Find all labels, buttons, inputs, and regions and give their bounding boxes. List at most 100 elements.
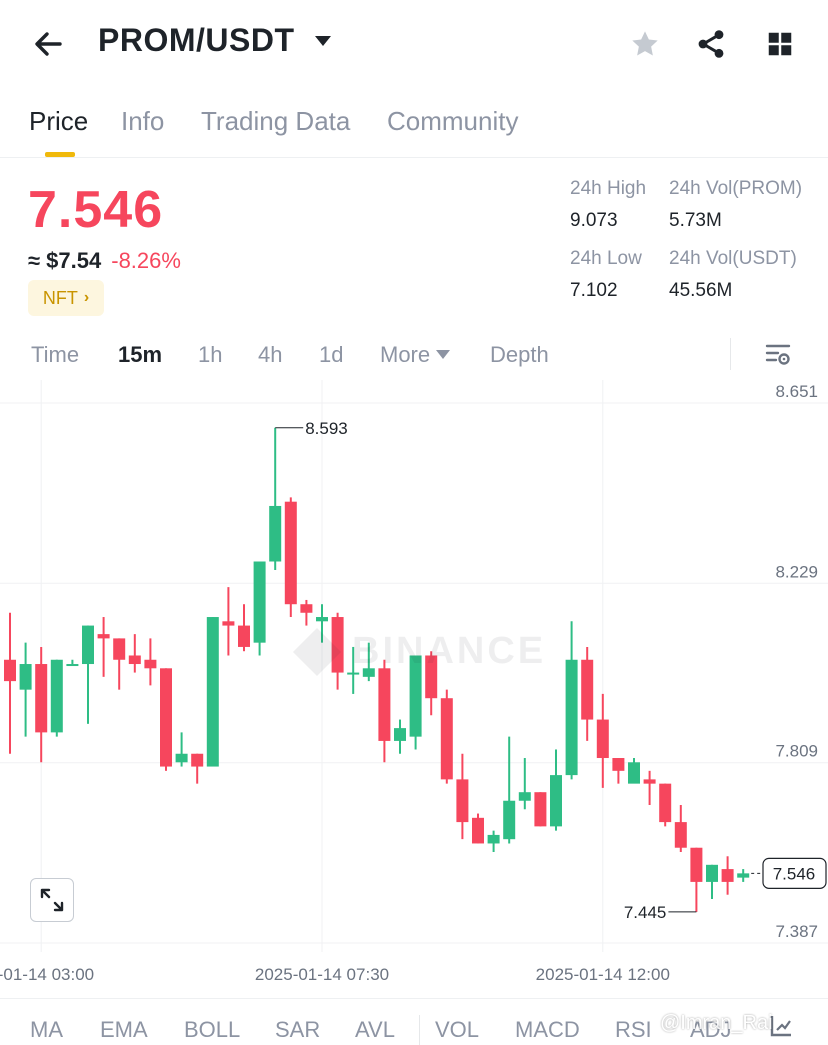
grid-icon [768, 32, 792, 56]
candle-body [565, 659, 578, 776]
candle-body [4, 659, 16, 682]
candle-body [284, 501, 297, 605]
candle-body [581, 659, 594, 720]
y-tick-label: 7.387 [775, 922, 818, 941]
candle-body [128, 655, 141, 665]
nft-badge[interactable]: NFT › [28, 280, 104, 316]
back-button[interactable] [28, 24, 68, 64]
pair-selector[interactable]: PROM/USDT [98, 22, 331, 59]
candle-body [659, 783, 672, 823]
interval-15m[interactable]: 15m [118, 342, 163, 367]
favorite-button[interactable] [625, 24, 665, 64]
vol-quote-value: 45.56M [669, 280, 733, 301]
indicator-rsi[interactable]: RSI [615, 1017, 652, 1042]
interval-4h[interactable]: 4h [258, 342, 283, 367]
vol-base-value: 5.73M [669, 210, 722, 231]
indicator-sar[interactable]: SAR [275, 1017, 321, 1042]
active-tab-indicator [45, 152, 75, 157]
kline-chart[interactable]: 8.651 8.229 7.809 7.387 5-01-14 03:00 2025-01… [0, 380, 828, 1000]
high-value: 9.073 [570, 210, 618, 231]
layout-button[interactable] [760, 24, 800, 64]
indicator-macd[interactable]: MACD [515, 1017, 580, 1042]
candle-body [316, 617, 328, 622]
candle-body [300, 604, 313, 613]
tab-bar: Price Info Trading Data Community [0, 96, 828, 158]
indicator-vol[interactable]: VOL [435, 1017, 480, 1042]
caret-down-icon [436, 350, 451, 359]
candle-body [113, 638, 126, 660]
candle-body [97, 634, 110, 639]
x-tick-label: 2025-01-14 07:30 [255, 965, 389, 984]
high-marker-label: 8.593 [305, 419, 348, 438]
candle-body [721, 869, 734, 882]
indicator-ma[interactable]: MA [30, 1017, 63, 1042]
indicator-adj[interactable]: ADJ [690, 1017, 732, 1042]
binance-logo-icon [292, 627, 342, 676]
kline-chart-svg: 8.651 8.229 7.809 7.387 5-01-14 03:00 2025-01… [0, 380, 828, 984]
usd-value: ≈ $7.54 [28, 248, 102, 273]
candle-body [612, 758, 625, 771]
candle-body [82, 625, 94, 665]
candle-body [50, 659, 63, 733]
interval-more-label: More [380, 342, 431, 367]
chart-settings-icon [765, 344, 791, 365]
interval-1d[interactable]: 1d [319, 342, 344, 367]
candle-body [456, 779, 469, 823]
x-tick-label: 2025-01-14 12:00 [536, 965, 670, 984]
share-icon [698, 30, 724, 58]
y-tick-label: 8.229 [775, 562, 818, 581]
chart-settings-button[interactable] [764, 340, 792, 374]
indicator-settings-button[interactable] [768, 1013, 794, 1045]
price-sub-row: ≈ $7.54 -8.26% [28, 248, 181, 274]
candle-body [628, 762, 640, 784]
watermark-text: BINANCE [352, 630, 547, 672]
y-tick-label: 8.651 [775, 382, 818, 401]
last-price-tag-label: 7.546 [773, 864, 816, 883]
candle-body [690, 847, 703, 882]
caret-down-icon [314, 35, 331, 46]
candle-body [643, 779, 656, 784]
candle-body [331, 617, 344, 673]
candle-body [503, 800, 516, 840]
chevron-right-icon: › [83, 289, 90, 306]
depth-tab[interactable]: Depth [490, 342, 549, 367]
candle-body [409, 655, 422, 737]
indicator-boll[interactable]: BOLL [184, 1017, 241, 1042]
candle-body [472, 817, 484, 844]
watermark-credit: @Imran_Rai [660, 1012, 773, 1034]
tab-community[interactable]: Community [387, 106, 519, 136]
candle-body [737, 873, 750, 878]
candle-body [674, 822, 687, 848]
indicator-avl[interactable]: AVL [355, 1017, 395, 1042]
tab-info[interactable]: Info [121, 106, 165, 136]
low-value: 7.102 [570, 280, 618, 301]
interval-bar: Time 15m 1h 4h 1d More Depth [0, 332, 828, 380]
indicator-ema[interactable]: EMA [100, 1017, 148, 1042]
candle-body [160, 668, 172, 767]
candle-body [347, 672, 360, 675]
candle-body [222, 621, 235, 626]
interval-1h[interactable]: 1h [198, 342, 223, 367]
candle-body [440, 698, 453, 780]
last-price: 7.546 [28, 181, 164, 239]
high-label: 24h High [570, 178, 647, 199]
interval-time[interactable]: Time [31, 342, 80, 367]
vol-quote-label: 24h Vol(USDT) [669, 248, 797, 269]
candle-body [518, 792, 531, 801]
candle-body [66, 664, 79, 667]
interval-more[interactable]: More [380, 342, 451, 368]
y-tick-label: 7.809 [775, 742, 818, 761]
last-price-tag [762, 857, 827, 889]
vol-base-label: 24h Vol(PROM) [669, 178, 803, 199]
share-button[interactable] [691, 24, 731, 64]
candle-body [394, 728, 406, 741]
fullscreen-button[interactable] [30, 878, 74, 922]
candle-body [378, 668, 391, 741]
tab-trading-data[interactable]: Trading Data [201, 106, 351, 136]
x-tick-label: 5-01-14 03:00 [0, 965, 94, 984]
indicator-settings-icon [770, 1016, 791, 1037]
low-marker-label: 7.445 [624, 903, 667, 922]
candle-body [596, 719, 609, 759]
divider [419, 1015, 420, 1045]
tab-price[interactable]: Price [29, 106, 89, 136]
